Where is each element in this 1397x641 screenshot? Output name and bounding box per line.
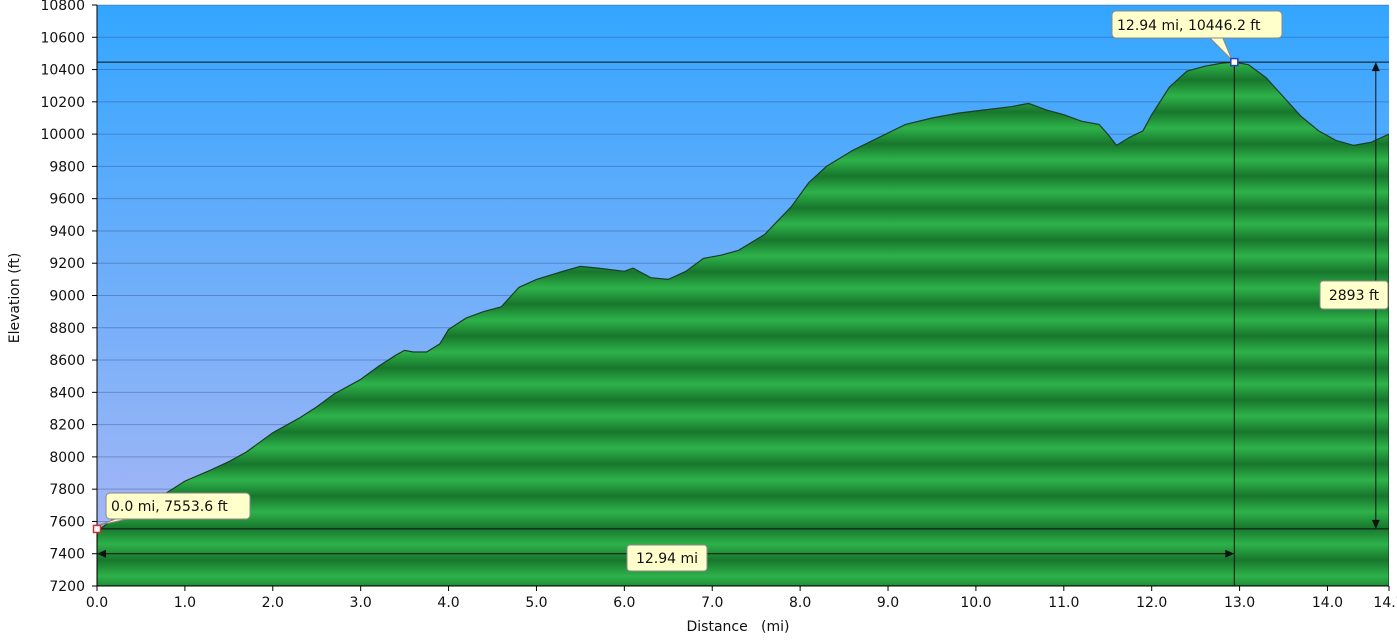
distance-arrow-left <box>97 549 106 558</box>
y-axis-title: Elevation (ft) <box>7 253 23 344</box>
x-tick-label: 9.0 <box>877 595 899 611</box>
peak-callout-label: 12.94 mi, 10446.2 ft <box>1117 18 1261 34</box>
distance-callout-box <box>626 544 708 572</box>
x-tick-label: 4.0 <box>437 595 459 611</box>
start-callout-box <box>105 492 251 520</box>
x-tick-label: 7.0 <box>701 595 723 611</box>
x-tick-label: 13.0 <box>1224 595 1255 611</box>
y-tick-label: 10400 <box>40 63 85 79</box>
x-tick-label: 11.0 <box>1048 595 1079 611</box>
x-tick-label: 12.0 <box>1136 595 1167 611</box>
y-tick-label: 7600 <box>49 514 85 530</box>
start-point-marker <box>92 524 102 534</box>
y-tick-label: 9400 <box>49 224 85 240</box>
y-tick-label: 7200 <box>49 579 85 595</box>
distance-callout-label: 12.94 mi <box>636 551 698 567</box>
x-tick-label: 10.0 <box>960 595 991 611</box>
elevation-arrow-top <box>1371 62 1380 72</box>
y-tick-label: 7800 <box>49 482 85 498</box>
x-tick-label: 5.0 <box>525 595 547 611</box>
x-tick-label: 14.7 <box>1373 595 1397 611</box>
x-tick-label: 1.0 <box>174 595 196 611</box>
elevation-callout-box <box>1319 280 1389 310</box>
y-tick-label: 10200 <box>40 95 85 111</box>
y-tick-label: 7400 <box>49 547 85 563</box>
y-tick-label: 8600 <box>49 353 85 369</box>
y-tick-label: 9000 <box>49 289 85 305</box>
x-axis-ticks: 0.0 1.0 2.0 3.0 4.0 5.0 6.0 7.0 8.0 9.0 10.0 11.0 12… <box>86 586 1397 611</box>
elevation-area <box>97 61 1389 586</box>
y-tick-label: 10600 <box>40 30 85 46</box>
y-tick-label: 9600 <box>49 192 85 208</box>
x-tick-label: 14.0 <box>1312 595 1343 611</box>
y-tick-label: 8000 <box>49 450 85 466</box>
y-tick-label: 10000 <box>40 127 85 143</box>
peak-point-marker <box>1230 57 1239 67</box>
measurement-guides <box>97 61 1389 586</box>
x-tick-label: 3.0 <box>350 595 372 611</box>
x-tick-label: 6.0 <box>613 595 635 611</box>
y-tick-label: 8200 <box>49 418 85 434</box>
start-callout-label: 0.0 mi, 7553.6 ft <box>111 499 228 515</box>
x-tick-label: 8.0 <box>789 595 811 611</box>
y-axis-ticks: 7200 7400 7600 7800 8000 8200 8400 8600 8800 9000… <box>40 0 97 595</box>
x-tick-label: 2.0 <box>262 595 284 611</box>
y-tick-label: 9200 <box>49 256 85 272</box>
peak-callout-box <box>1111 10 1283 39</box>
y-tick-label: 8400 <box>49 385 85 401</box>
elevation-callout-label: 2893 ft <box>1329 288 1380 304</box>
y-tick-label: 9800 <box>49 159 85 175</box>
y-tick-label: 8800 <box>49 321 85 337</box>
x-axis-title: Distance (mi) <box>686 619 789 635</box>
distance-arrow-right <box>1225 549 1235 558</box>
elevation-arrow-bottom <box>1371 519 1380 529</box>
y-tick-label: 10800 <box>40 0 85 14</box>
x-tick-label: 0.0 <box>86 595 108 611</box>
